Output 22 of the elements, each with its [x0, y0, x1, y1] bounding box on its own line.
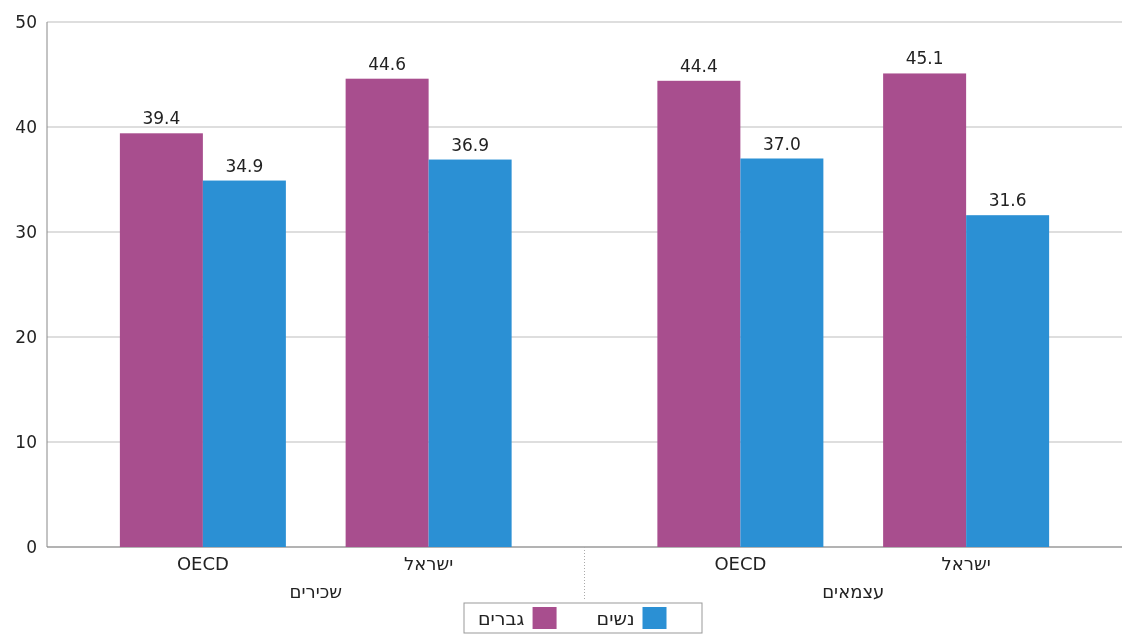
y-tick-label: 20 [15, 327, 37, 347]
text: 45.1 [905, 48, 944, 69]
text: 36.9 [451, 134, 490, 155]
y-tick-label: 10 [15, 432, 37, 452]
text: 44.4 [679, 55, 718, 76]
legend-label: נשים [596, 607, 635, 629]
y-tick-label: 40 [15, 117, 37, 137]
y-tick-label: 0 [26, 537, 37, 557]
text: 44.6 [368, 53, 407, 74]
text: שכירים [289, 581, 342, 602]
text: 37.0 [762, 133, 801, 154]
text: 34.9 [225, 155, 264, 176]
legend-label: גברים [478, 607, 525, 629]
x-tick-label: ישראל [404, 553, 454, 574]
y-tick-label: 30 [15, 222, 37, 242]
text: עצמאים [822, 581, 885, 602]
x-tick-label: OECD [176, 553, 229, 574]
x-tick-label: OECD [714, 553, 767, 574]
y-tick-label: 50 [15, 12, 37, 32]
text: 39.4 [142, 108, 181, 129]
x-tick-label: ישראל [941, 553, 991, 574]
text: 31.6 [988, 190, 1027, 211]
